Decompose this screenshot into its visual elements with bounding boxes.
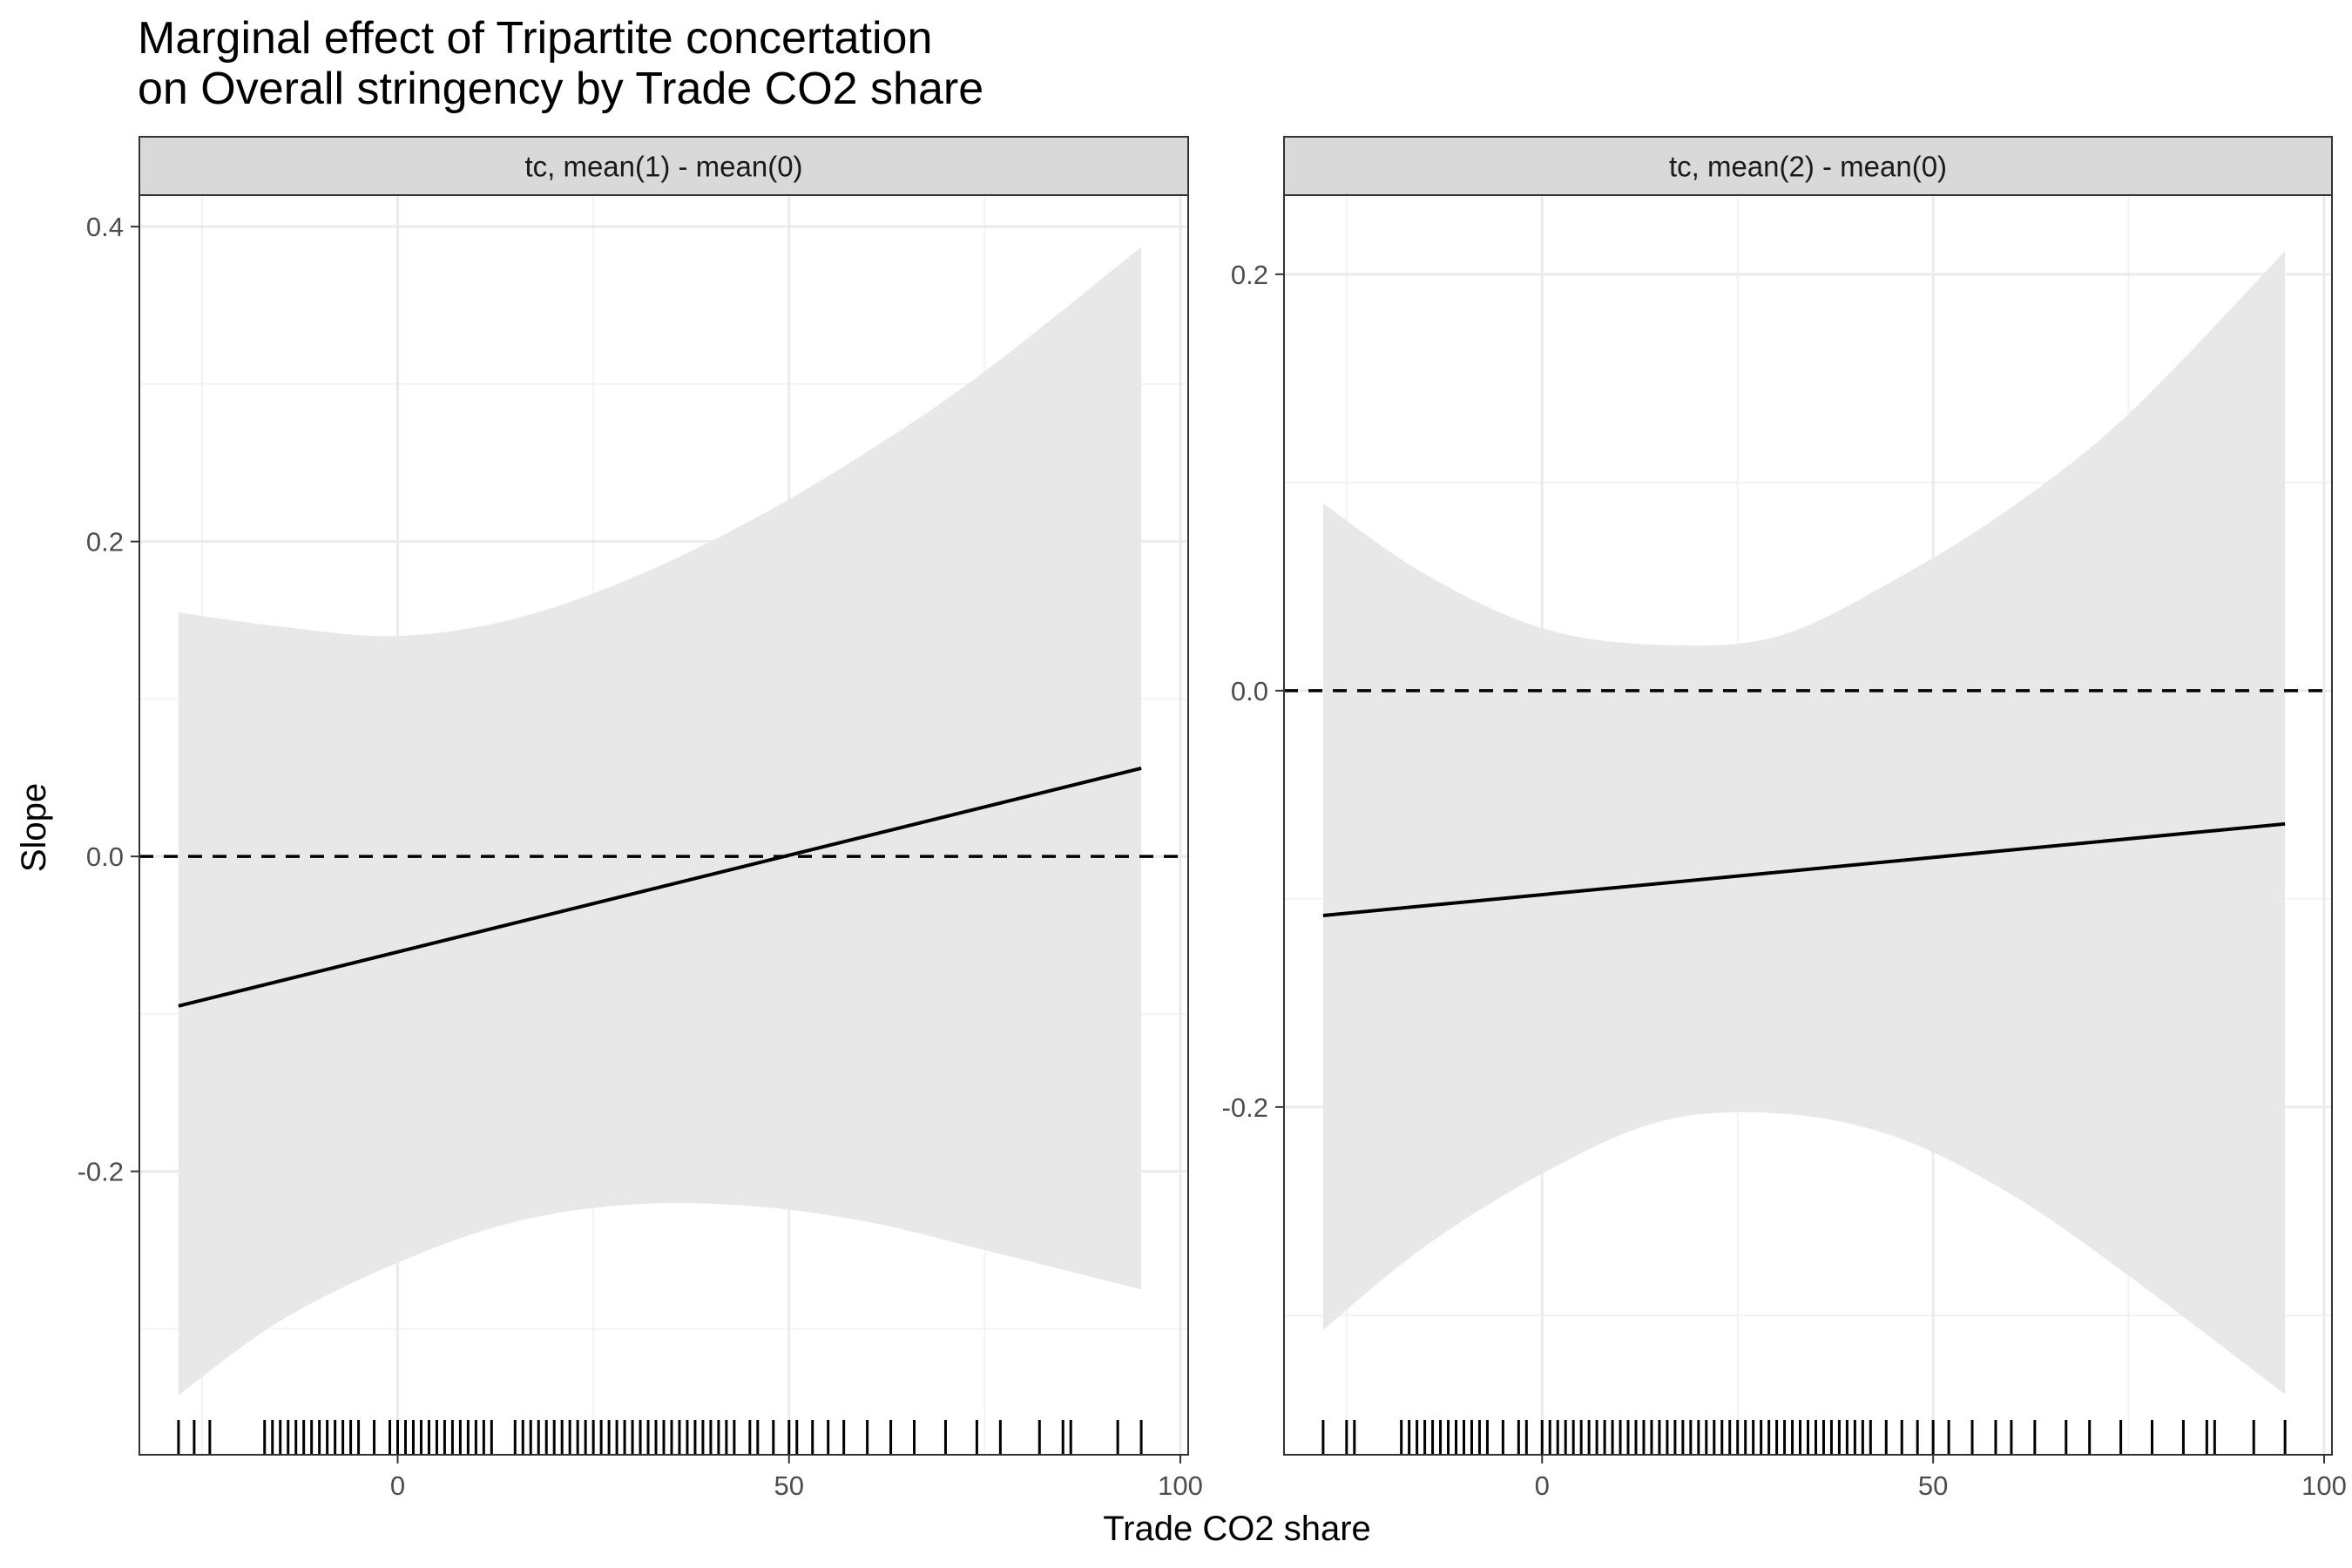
slope-line (1322, 821, 2286, 917)
x-tick-label: 50 (1918, 1470, 1948, 1501)
facet-strip-label: tc, mean(2) - mean(0) (1669, 151, 1947, 183)
x-axis-label: Trade CO2 share (1103, 1510, 1371, 1548)
y-tick-label: 0.0 (86, 841, 124, 872)
facet-strip-label: tc, mean(1) - mean(0) (524, 151, 802, 183)
x-tick-label: 100 (2301, 1470, 2347, 1501)
facet-panel-1: tc, mean(1) - mean(0) 0 50 100 -0.2 0.0 0.2 0.4 (78, 136, 1203, 1501)
confidence-ribbon (178, 247, 1142, 1396)
y-tick-label: 0.0 (1231, 676, 1268, 706)
x-tick-label: 0 (390, 1470, 405, 1501)
y-tick-label: 0.4 (86, 212, 124, 242)
slope-line (178, 766, 1142, 1008)
facet-strip (139, 136, 1189, 196)
y-axis-label: Slope (15, 783, 53, 872)
facet-panel-2: tc, mean(2) - mean(0) 0 50 100 -0.2 0.0 0.2 (1222, 136, 2347, 1501)
x-tick-label: 100 (1158, 1470, 1203, 1501)
y-tick-label: 0.2 (86, 527, 124, 558)
x-tick-label: 50 (774, 1470, 804, 1501)
y-tick-label: 0.2 (1231, 260, 1268, 290)
chart-title-line-1: Marginal effect of Tripartite concertati… (138, 13, 933, 64)
y-tick-label: -0.2 (1222, 1092, 1268, 1123)
facet-strip (1283, 136, 2333, 196)
y-tick-label: -0.2 (78, 1157, 124, 1187)
confidence-ribbon (1322, 251, 2286, 1395)
chart-title-line-2: on Overall stringency by Trade CO2 share (138, 64, 984, 114)
x-tick-label: 0 (1535, 1470, 1550, 1501)
